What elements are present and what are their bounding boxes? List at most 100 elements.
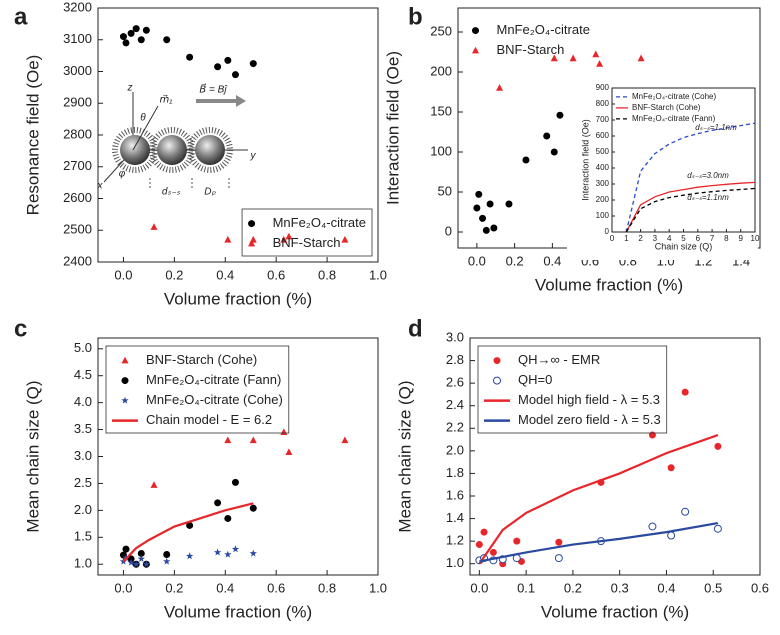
legend-swatch xyxy=(248,239,256,247)
point xyxy=(186,521,194,529)
legend-label: BNF-Starch (Cohe) xyxy=(632,103,701,112)
y-tick-label: 2.4 xyxy=(446,397,464,412)
point xyxy=(163,557,171,565)
point xyxy=(280,428,288,436)
x-tick-label: 8 xyxy=(724,234,729,243)
point xyxy=(555,538,563,546)
point xyxy=(224,514,232,522)
legend-frame xyxy=(241,208,373,257)
x-axis-label: Volume fraction (%) xyxy=(164,602,312,621)
point xyxy=(214,63,222,71)
legend-swatch xyxy=(121,356,129,364)
point xyxy=(341,235,349,243)
point xyxy=(285,448,293,455)
y-tick-label: 2.5 xyxy=(74,475,92,490)
point xyxy=(127,29,135,37)
y-tick-label: 5.0 xyxy=(74,340,92,355)
point xyxy=(522,156,530,164)
field-arrow-head xyxy=(236,95,246,107)
x-axis-label: Chain size (Q) xyxy=(655,241,713,251)
y-tick-label: 3.0 xyxy=(446,329,464,344)
point xyxy=(249,60,257,68)
y-tick-label: 3200 xyxy=(63,0,92,14)
x-tick-label: 0.5 xyxy=(704,580,722,595)
point xyxy=(486,200,494,208)
point xyxy=(554,554,563,563)
panel: 0.0 0.2 0.4 0.6 0.8 1.0 1.2 1.4050100150200250V… xyxy=(383,3,761,294)
y-tick-label: 150 xyxy=(430,103,452,118)
panel: 0.0 0.2 0.4 0.6 0.8 1.0 1.0 1.5 2.0 2.5 3.0 3.5 4.0 4… xyxy=(14,315,387,621)
legend-swatch xyxy=(472,27,479,35)
point xyxy=(249,436,257,444)
point xyxy=(119,33,127,41)
x-tick-label: 0.6 xyxy=(267,267,285,282)
y-axis-label: Mean chain size (Q) xyxy=(23,380,42,532)
x-tick-label: 0.6 xyxy=(267,580,285,595)
particle xyxy=(157,135,187,165)
x-tick-label: 1.0 xyxy=(369,580,387,595)
y-tick-label: 1.8 xyxy=(446,465,464,480)
x-tick-label: 0.2 xyxy=(165,267,183,282)
x-tick-label: 0.4 xyxy=(216,580,234,595)
y-tick-label: 1.4 xyxy=(446,510,464,525)
model-line xyxy=(122,502,254,563)
panel-letter: b xyxy=(408,3,423,30)
x-tick-label: 0.2 xyxy=(165,580,183,595)
point xyxy=(132,25,140,33)
point xyxy=(186,53,194,61)
point xyxy=(596,60,604,67)
point xyxy=(475,541,483,549)
annotation: x xyxy=(97,181,104,192)
annotation: z xyxy=(127,83,133,94)
annotation: φ xyxy=(119,169,126,180)
legend-label: BNF-Starch xyxy=(273,235,341,250)
point xyxy=(667,464,675,472)
legend-label: Chain model - E = 6.2 xyxy=(146,412,272,427)
point xyxy=(185,552,194,560)
panel-letter: d xyxy=(408,315,423,342)
legend-label: MnFe₂O₄-citrate xyxy=(497,22,590,37)
y-tick-label: 500 xyxy=(596,147,610,156)
point xyxy=(667,531,676,540)
y-tick-label: 100 xyxy=(430,143,452,158)
y-tick-label: 1.0 xyxy=(446,555,464,570)
y-tick-label: 100 xyxy=(596,211,610,220)
model-line xyxy=(478,434,719,565)
point xyxy=(132,560,140,568)
point xyxy=(569,54,577,62)
point xyxy=(249,504,257,512)
y-tick-label: 0 xyxy=(445,223,452,238)
legend-swatch xyxy=(493,376,501,385)
y-tick-label: 2400 xyxy=(63,253,92,268)
panel: 0.0 0.1 0.2 0.3 0.4 0.5 0.6 1.0 1.2 1.4 1.6 1.8 2.0 2… xyxy=(395,315,769,621)
legend-frame xyxy=(105,345,290,434)
point xyxy=(473,204,481,212)
point xyxy=(681,388,689,396)
y-tick-label: 3.5 xyxy=(74,421,92,436)
particle xyxy=(120,135,150,165)
x-tick-label: 0.8 xyxy=(318,267,336,282)
point xyxy=(142,26,150,34)
legend-label: MnFe₂O₄-citrate xyxy=(273,215,366,230)
point xyxy=(489,548,497,556)
x-tick-label: 4 xyxy=(667,234,672,243)
point xyxy=(479,214,487,222)
annotation: dₛ₋ₛ=3.0nm xyxy=(687,171,729,180)
x-tick-label: 0.2 xyxy=(564,580,582,595)
legend: MnFe₂O₄-citrate BNF-Starch xyxy=(472,22,590,57)
legend-label: MnFe₂O₄-citrate (Fann) xyxy=(632,114,716,123)
y-tick-label: 2.0 xyxy=(74,502,92,517)
model-line xyxy=(625,181,756,233)
point xyxy=(142,560,151,568)
x-tick-label: 3 xyxy=(653,234,658,243)
point xyxy=(480,528,488,536)
point xyxy=(513,537,521,545)
point xyxy=(543,132,551,140)
y-axis-label: Interaction field (Oe) xyxy=(383,51,402,205)
y-tick-label: 2.6 xyxy=(446,375,464,390)
y-tick-label: 800 xyxy=(596,99,610,108)
x-tick-label: 0.0 xyxy=(114,267,132,282)
panel: 0.0 0.2 0.4 0.6 0.8 1.0 2400 2500 2600 2700 2800 29… xyxy=(14,0,387,308)
legend: MnFe₂O₄-citrate BNF-Starch xyxy=(248,215,366,250)
point xyxy=(249,549,257,557)
